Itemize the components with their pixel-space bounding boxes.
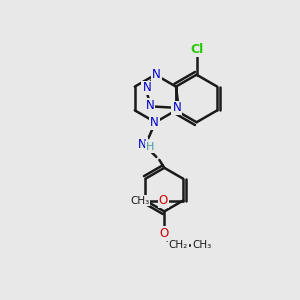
Text: N: N xyxy=(172,101,181,115)
Text: CH₃: CH₃ xyxy=(130,196,149,206)
Text: O: O xyxy=(160,227,169,240)
Text: N: N xyxy=(152,68,161,81)
Text: CH₂: CH₂ xyxy=(169,240,188,250)
Text: N: N xyxy=(138,138,147,151)
Text: O: O xyxy=(159,194,168,207)
Text: H: H xyxy=(146,142,154,152)
Text: N: N xyxy=(150,116,159,129)
Text: N: N xyxy=(142,81,151,94)
Text: N: N xyxy=(146,99,154,112)
Text: CH₃: CH₃ xyxy=(192,240,212,250)
Text: Cl: Cl xyxy=(190,44,203,56)
